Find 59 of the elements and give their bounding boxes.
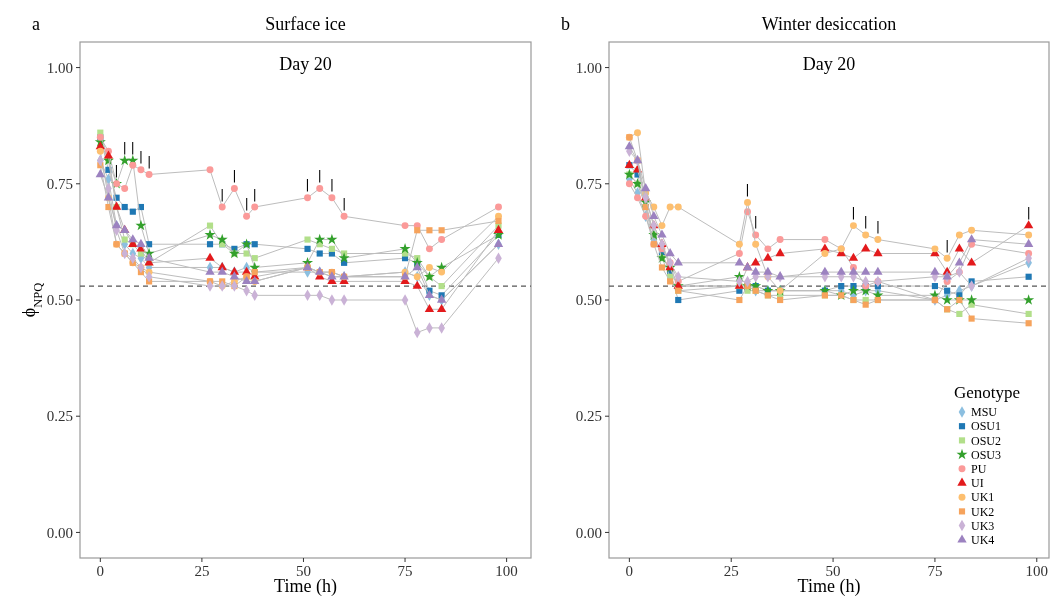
y-tick-label: 1.00 [575,59,602,76]
y-tick-label: 1.00 [46,59,73,76]
x-tick-label: 100 [1025,563,1049,579]
legend-label: UK3 [971,518,995,533]
x-tick-label: 100 [495,563,518,579]
annotation: | [146,154,152,170]
annotation: | [130,140,136,156]
x-tick-label: 0 [96,563,105,579]
legend-label: MSU [971,405,998,420]
chart-title: Surface ice [265,14,346,34]
y-tick-label: 0.50 [46,292,73,309]
annotation: Day 20 [802,54,856,74]
y-tick-label: 0.50 [575,292,602,309]
legend-label: OSU1 [971,419,1002,434]
annotation: | [851,205,856,221]
annotation: | [317,167,322,183]
annotation: | [753,214,758,230]
x-tick-label: 50 [295,563,311,579]
annotation: | [114,163,119,179]
legend-label: UK2 [971,504,995,519]
legend-label: UK4 [971,533,995,547]
annotation: | [220,186,225,202]
chart-title: Winter desiccation [761,14,897,34]
text: b [561,14,570,34]
annotation: Day 20 [279,54,332,74]
y-tick-label: 0.25 [575,408,602,425]
y-tick-label: 0.25 [46,408,73,425]
legend-label: OSU2 [971,433,1002,448]
legend-title: Genotype [954,383,1021,402]
annotation: | [944,237,950,253]
legend-label: UK1 [971,490,995,505]
annotation: | [745,181,750,197]
x-axis-title: Time (h) [797,576,861,597]
annotation: | [138,149,144,165]
legend-label: OSU3 [971,447,1002,462]
annotation: | [252,186,257,202]
annotation: | [122,140,127,156]
y-tick-label: 0.75 [575,176,602,193]
x-tick-label: 75 [397,563,413,579]
y-tick-label: 0.75 [46,176,73,193]
annotation: | [329,177,335,193]
y-tick-label: 0.00 [46,524,73,541]
y-tick-label: 0.00 [575,524,602,541]
annotation: | [341,195,347,211]
annotation: | [244,195,249,211]
x-axis-title: Time (h) [274,576,337,597]
legend-label: PU [971,462,987,476]
x-tick-label: 25 [194,563,210,579]
annotation: | [863,214,868,230]
legend-label: UI [971,476,984,491]
x-tick-label: 25 [723,563,739,579]
annotation: | [875,219,881,235]
annotation: | [1026,205,1031,221]
x-tick-label: 50 [825,563,841,579]
x-tick-label: 0 [625,563,634,579]
annotation: | [232,167,237,183]
annotation: | [305,177,310,193]
text: a [32,14,40,34]
x-tick-label: 75 [927,563,943,579]
